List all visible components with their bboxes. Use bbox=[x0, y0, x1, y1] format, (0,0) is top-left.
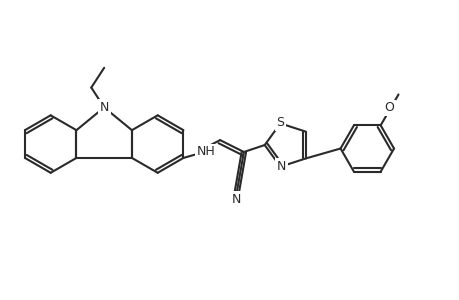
Text: N: N bbox=[232, 193, 241, 206]
Text: NH: NH bbox=[196, 146, 215, 158]
Text: N: N bbox=[276, 160, 285, 173]
Text: N: N bbox=[99, 101, 109, 114]
Text: O: O bbox=[384, 101, 394, 114]
Text: S: S bbox=[276, 116, 284, 129]
